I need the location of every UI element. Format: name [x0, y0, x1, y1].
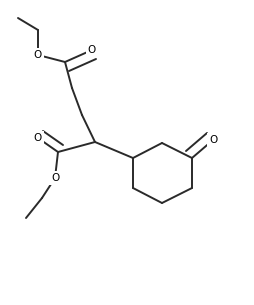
Text: O: O	[209, 135, 217, 145]
Text: O: O	[51, 173, 59, 183]
Text: O: O	[34, 50, 42, 60]
Text: O: O	[88, 45, 96, 55]
Text: O: O	[34, 133, 42, 143]
